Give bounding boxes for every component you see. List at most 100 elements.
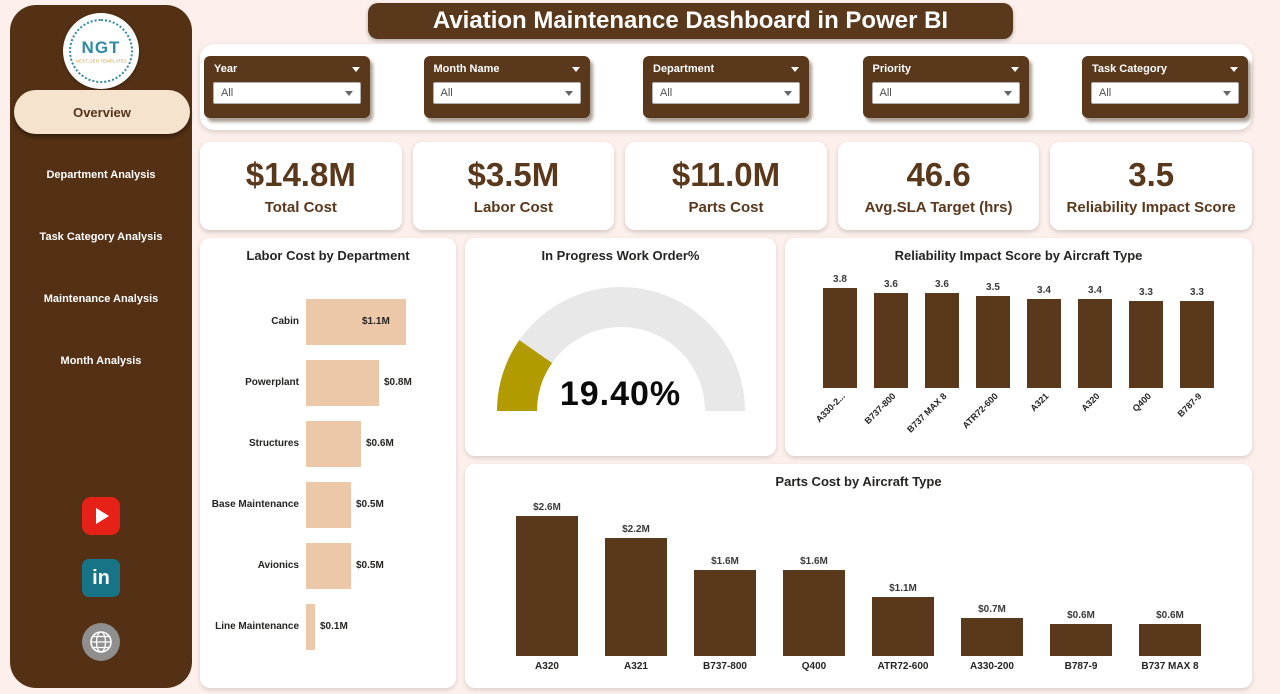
chart-title: Parts Cost by Aircraft Type	[775, 474, 942, 489]
bar[interactable]	[783, 570, 845, 656]
bar[interactable]	[925, 293, 959, 388]
play-icon	[96, 508, 109, 524]
parts-cost-by-aircraft-chart: Parts Cost by Aircraft Type $2.6M A320 $2.…	[465, 464, 1252, 688]
bar[interactable]	[1078, 299, 1112, 388]
slicer-dropdown[interactable]: All	[432, 82, 581, 104]
bar[interactable]	[306, 298, 406, 345]
category-label: ATR72-600	[877, 661, 929, 672]
slicer-dropdown[interactable]: All	[871, 82, 1020, 104]
value-label: $0.5M	[356, 560, 384, 571]
bar[interactable]	[1129, 301, 1163, 388]
slicer-value: All	[879, 87, 892, 99]
column: 3.6 B737 MAX 8	[906, 279, 959, 435]
bar-value-label: $0.7M	[978, 604, 1006, 615]
category-label: B737 MAX 8	[1141, 661, 1199, 672]
bar-value-label: 3.8	[833, 274, 847, 285]
chevron-down-icon[interactable]	[791, 66, 799, 72]
chevron-down-icon[interactable]	[352, 66, 360, 72]
bar[interactable]	[306, 359, 379, 406]
kpi-parts-cost: $11.0M Parts Cost	[625, 142, 827, 230]
gauge-arc	[496, 287, 745, 412]
category-label: A320	[1079, 391, 1103, 414]
bar[interactable]	[874, 293, 908, 388]
column: 3.5 ATR72-600	[961, 282, 1010, 430]
kpi-value: $11.0M	[671, 156, 781, 193]
bar[interactable]	[306, 603, 315, 650]
slicer-dropdown[interactable]: All	[213, 82, 361, 104]
bar[interactable]	[516, 516, 578, 656]
bar[interactable]	[694, 570, 756, 656]
slicer-label: Year	[214, 63, 238, 75]
slicer-priority: Priority All	[862, 56, 1029, 118]
slicer-month-name: Month Name All	[423, 56, 590, 118]
bar[interactable]	[1050, 624, 1112, 656]
category-label: Line Maintenance	[215, 620, 299, 632]
category-label: Cabin	[271, 315, 299, 327]
category-label: Powerplant	[245, 376, 299, 388]
kpi-label: Reliability Impact Score	[1066, 199, 1236, 216]
labor-cost-by-department-chart: Labor Cost by Department Cabin $1.1M Power…	[200, 238, 456, 688]
category-label: B787-9	[1064, 661, 1098, 672]
reliability-impact-score-chart: Reliability Impact Score by Aircraft Typ…	[785, 238, 1252, 456]
slicer-label: Month Name	[433, 63, 500, 75]
category-label: B787-9	[1176, 391, 1205, 419]
bar[interactable]	[872, 597, 934, 656]
chevron-down-icon	[1223, 90, 1231, 96]
kpi-value: $3.5M	[467, 156, 560, 193]
slicer-header: Priority	[863, 56, 1029, 77]
sidebar-item-task-category-analysis[interactable]: Task Category Analysis	[39, 231, 163, 243]
column: 3.3 B787-9	[1176, 287, 1214, 419]
bar[interactable]	[823, 288, 857, 388]
slicer-value: All	[440, 87, 453, 99]
bar[interactable]	[1180, 301, 1214, 388]
category-label: Q400	[801, 661, 827, 672]
globe-glyph	[90, 631, 112, 653]
linkedin-icon[interactable]: in	[82, 559, 120, 597]
filter-bar: Year All Month Name All Department	[200, 44, 1252, 130]
youtube-icon[interactable]	[82, 497, 120, 535]
column: $1.6M Q400	[783, 556, 845, 672]
bar-value-label: 3.4	[1037, 285, 1051, 296]
slicer-label: Task Category	[1092, 63, 1167, 75]
bar[interactable]	[961, 618, 1023, 656]
sidebar-item-department-analysis[interactable]: Department Analysis	[46, 169, 156, 181]
kpi-value: 3.5	[1128, 156, 1175, 193]
slicer-year: Year All	[204, 56, 370, 118]
chevron-down-icon[interactable]	[571, 66, 580, 72]
chevron-down-icon	[1003, 90, 1012, 96]
chart-title: Reliability Impact Score by Aircraft Typ…	[894, 248, 1143, 263]
kpi-value: 46.6	[906, 156, 971, 193]
bar[interactable]	[1027, 299, 1061, 388]
sidebar-item-month-analysis[interactable]: Month Analysis	[60, 355, 142, 367]
ngt-logo: NGT NEXT GEN TEMPLATES	[63, 13, 139, 89]
slicer-header: Task Category	[1082, 56, 1248, 77]
sidebar-item-overview[interactable]: Overview	[14, 90, 190, 134]
sidebar-item-maintenance-analysis[interactable]: Maintenance Analysis	[43, 293, 159, 305]
bar[interactable]	[605, 538, 667, 656]
chevron-down-icon[interactable]	[1010, 66, 1019, 72]
value-label: $0.6M	[366, 438, 394, 449]
kpi-label: Total Cost	[264, 199, 337, 216]
category-label: A330-200	[970, 661, 1014, 672]
bar[interactable]	[306, 481, 351, 528]
slicer-label: Department	[653, 63, 715, 75]
slicer-department: Department All	[643, 56, 809, 118]
bar[interactable]	[306, 542, 351, 589]
chevron-down-icon[interactable]	[1230, 66, 1238, 72]
slicer-dropdown[interactable]: All	[1091, 82, 1239, 104]
website-globe-icon[interactable]	[82, 623, 120, 661]
column: $2.6M A320	[516, 502, 578, 672]
kpi-row: $14.8M Total Cost $3.5M Labor Cost $11.0…	[200, 142, 1252, 230]
bar[interactable]	[976, 296, 1010, 388]
parts-columns: $2.6M A320 $2.2M A321 $1.6M B737-800 $1.6M Q400…	[485, 494, 1232, 672]
bar[interactable]	[306, 420, 361, 467]
slicer-dropdown[interactable]: All	[652, 82, 800, 104]
bar[interactable]	[1139, 624, 1201, 656]
labor-bar-row: Avionics $0.5M	[206, 535, 450, 596]
slicer-header: Department	[643, 56, 809, 77]
slicer-value: All	[221, 87, 234, 99]
value-label: $0.8M	[384, 377, 412, 388]
chevron-down-icon	[564, 90, 573, 96]
value-label: $1.1M	[362, 316, 390, 327]
